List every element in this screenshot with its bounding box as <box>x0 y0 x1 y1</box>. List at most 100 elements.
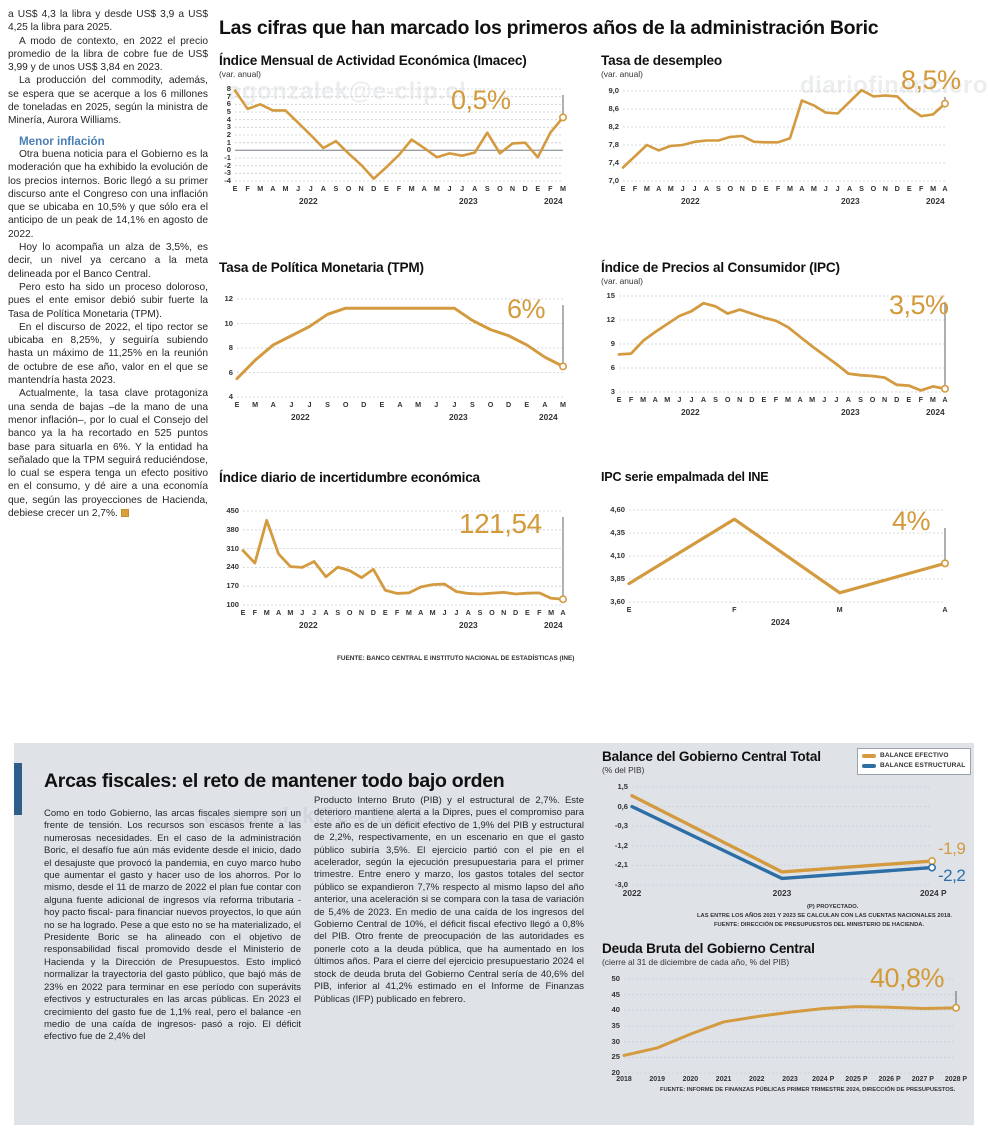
x-axis-tick: M <box>809 395 816 404</box>
chart-value-callout: 4% <box>892 506 931 536</box>
legend-label: BALANCE EFECTIVO <box>880 752 949 759</box>
y-axis-tick: 20 <box>611 1068 620 1077</box>
x-axis-year-label: 2024 <box>926 407 945 417</box>
x-axis-tick: N <box>739 184 745 193</box>
plot-area: 9,0 8,6 8,2 7,8 7,4 7,0 E F M A M J J A S O N D E F M A M J J A S O… <box>601 83 961 206</box>
x-axis-tick: S <box>325 400 330 409</box>
x-axis-tick: J <box>289 400 294 409</box>
x-axis-tick: M <box>810 184 817 193</box>
x-axis-tick: M <box>930 184 937 193</box>
y-axis-tick: 7,0 <box>608 176 619 185</box>
x-axis-tick: M <box>560 184 566 193</box>
y-axis-tick: 0 <box>226 145 231 155</box>
x-axis-tick: E <box>525 608 530 617</box>
chart-value-callout: 6% <box>507 294 546 324</box>
legend-swatch-estructural <box>862 764 876 768</box>
y-axis-tick: 0,6 <box>617 801 628 811</box>
x-axis-tick: S <box>713 395 718 404</box>
y-axis-tick: 8 <box>228 343 233 352</box>
x-axis-tick: M <box>786 184 793 193</box>
x-axis-tick: A <box>846 184 853 193</box>
x-axis-tick: D <box>751 184 757 193</box>
chart-legend: BALANCE EFECTIVO BALANCE ESTRUCTURAL <box>857 748 972 775</box>
article-paragraph: En el discurso de 2022, el tipo rector s… <box>8 321 208 387</box>
chart-title: Índice de Precios al Consumidor (IPC) <box>601 260 840 275</box>
x-axis-tick: F <box>628 395 634 404</box>
y-axis-tick: 240 <box>226 562 239 572</box>
x-axis-tick: S <box>859 184 864 193</box>
chart-subtitle: (var. anual) <box>219 69 261 79</box>
plot-area: 450 380 310 240 170 100 E F M A M J J A S O N D E F M A M J J A S O… <box>219 503 579 630</box>
x-axis-tick: N <box>882 395 888 404</box>
x-axis-tick: F <box>918 395 924 404</box>
chart-title: Tasa de Política Monetaria (TPM) <box>219 260 424 275</box>
x-axis-tick: S <box>858 395 863 404</box>
x-axis-tick: M <box>664 395 671 404</box>
article-column: a US$ 4,3 la libra y desde US$ 3,9 a US$… <box>8 8 208 718</box>
x-axis-tick: E <box>524 400 530 409</box>
article-paragraph-text: Actualmente, la tasa clave protagoniza u… <box>8 388 208 519</box>
y-axis-tick: 40 <box>611 1005 620 1015</box>
x-axis-tick: E <box>906 184 912 193</box>
x-axis-tick: O <box>489 608 495 617</box>
y-axis-tick: 35 <box>611 1021 620 1030</box>
x-axis-tick: S <box>335 608 341 617</box>
chart-title: Balance del Gobierno Central Total <box>602 749 821 764</box>
chart-balance: Balance del Gobierno Central Total (% de… <box>602 748 977 928</box>
x-axis-tick: E <box>620 184 626 193</box>
x-axis-year-label: 2024 <box>926 196 945 206</box>
chart-deuda: Deuda Bruta del Gobierno Central (cierre… <box>602 941 977 1093</box>
x-axis-tick: J <box>308 184 313 193</box>
x-axis-tick: M <box>282 184 289 193</box>
x-axis-tick: J <box>692 184 697 193</box>
x-axis-tick: E <box>383 184 389 193</box>
y-axis-tick: 6 <box>228 367 233 377</box>
x-axis-tick: M <box>408 184 415 193</box>
y-axis-tick: -4 <box>224 176 231 185</box>
y-axis-tick: 310 <box>226 543 239 553</box>
chart-imacec: Índice Mensual de Actividad Económica (I… <box>219 53 594 206</box>
plot-area: 15 12 9 6 3 E F M A M J J A S O N D E F M A M J J A S O N D E F M A 2022 2… <box>601 290 961 417</box>
article-paragraph: Hoy lo acompaña un alza de 3,5%, es deci… <box>8 242 208 280</box>
x-axis-tick: E <box>616 395 622 404</box>
article-subheading: Menor inflación <box>19 134 105 148</box>
x-axis-tick: J <box>834 395 839 404</box>
x-axis-tick: A <box>320 184 326 193</box>
end-mark-icon <box>120 508 129 517</box>
x-axis-year-label: 2023 <box>841 196 860 206</box>
source-note: FUENTE: INFORME DE FINANZAS PÚBLICAS PRI… <box>660 1087 956 1093</box>
y-axis-tick: 4,60 <box>610 505 625 514</box>
x-axis-tick: A <box>799 184 805 193</box>
x-axis-tick: 2026 P <box>878 1076 901 1083</box>
chart-title: Deuda Bruta del Gobierno Central <box>602 941 815 956</box>
x-axis-tick: D <box>512 608 519 617</box>
chart-title: Tasa de desempleo <box>601 53 723 68</box>
x-axis-tick: A <box>465 608 471 617</box>
x-axis-tick: F <box>394 608 400 617</box>
y-axis-tick: 12 <box>606 315 615 324</box>
x-axis-tick: M <box>640 395 647 404</box>
y-axis-tick: 7,4 <box>608 158 619 167</box>
x-axis-tick: A <box>942 184 948 193</box>
y-axis-tick: 1,5 <box>617 782 628 791</box>
x-axis-tick: A <box>323 608 329 617</box>
x-axis-tick: J <box>680 184 685 193</box>
x-axis-tick: D <box>894 184 900 193</box>
x-axis-tick: A <box>275 608 282 617</box>
y-axis-tick: 10 <box>224 318 233 328</box>
x-axis-tick: O <box>487 400 494 409</box>
x-axis-tick: F <box>548 184 553 193</box>
x-axis-tick: M <box>433 184 440 193</box>
x-axis-tick: M <box>405 608 412 617</box>
x-axis-year-label: 2023 <box>459 196 478 206</box>
x-axis-year-label: 2022 <box>681 196 700 206</box>
article-paragraph: a US$ 4,3 la libra y desde US$ 3,9 a US$… <box>8 9 208 34</box>
x-axis-tick: M <box>836 605 843 614</box>
x-axis-tick: S <box>477 608 483 617</box>
series-end-value: -1,9 <box>938 839 966 859</box>
x-axis-tick: N <box>358 184 364 193</box>
y-axis-tick: 25 <box>611 1052 620 1062</box>
y-axis-tick: -2 <box>224 160 231 170</box>
y-axis-tick: 8 <box>226 84 231 93</box>
x-axis-tick: O <box>497 184 503 193</box>
